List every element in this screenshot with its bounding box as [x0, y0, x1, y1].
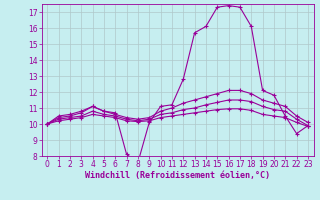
X-axis label: Windchill (Refroidissement éolien,°C): Windchill (Refroidissement éolien,°C)	[85, 171, 270, 180]
